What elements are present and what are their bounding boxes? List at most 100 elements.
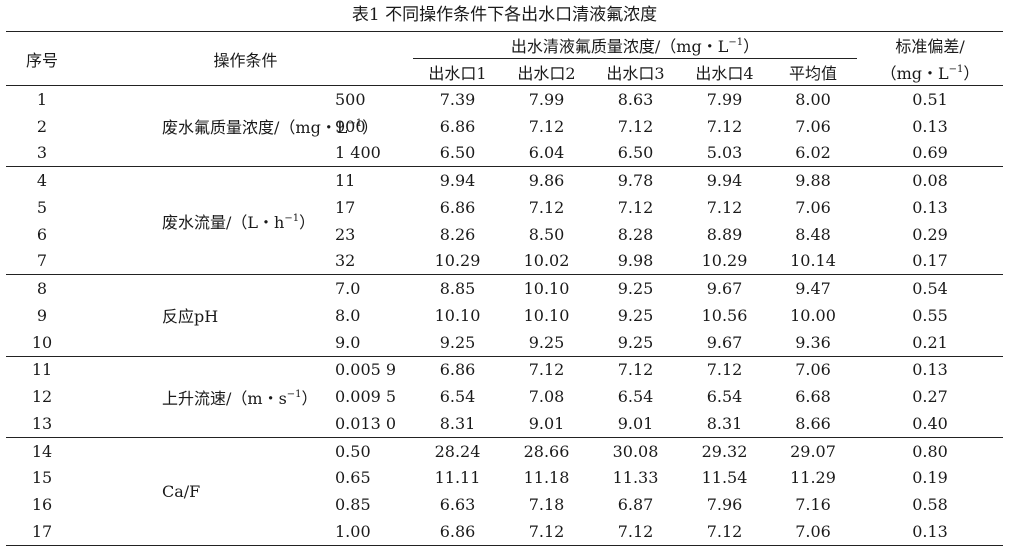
table-row: 2 900 6.86 7.12 7.12 7.12 7.06 0.13: [6, 113, 1003, 140]
fluoride-concentration-table: 序号 操作条件 出水清液氟质量浓度/（mg・L−1） 标准偏差/ 出水口1 出水…: [6, 31, 1004, 546]
outlet-value: 7.12: [617, 116, 654, 136]
average-value: 7.06: [795, 116, 831, 136]
outlet-value: 11.18: [523, 468, 570, 488]
average-value: 9.47: [795, 279, 831, 299]
outlet-value: 28.66: [523, 441, 570, 461]
condition-value: 9.0: [331, 328, 414, 357]
outlet-value: 7.12: [680, 518, 770, 546]
outlet-value: 9.01: [502, 410, 592, 438]
condition-value: 23: [335, 224, 356, 244]
table-row: 15 0.65 11.11 11.18 11.33 11.54 11.29 0.19: [6, 465, 1003, 492]
condition-value: 17: [335, 197, 356, 217]
condition-value: 11: [335, 171, 356, 191]
condition-value: 1.00: [331, 518, 414, 546]
std-dev-value: 0.54: [912, 279, 948, 299]
average-value: 7.06: [795, 360, 831, 380]
outlet-value: 8.85: [439, 279, 476, 299]
std-dev-value: 0.13: [912, 360, 948, 380]
row-index: 3: [6, 139, 78, 168]
condition-value: 7.0: [335, 279, 361, 299]
outlet-value: 7.12: [706, 116, 743, 136]
outlet-value: 11.11: [434, 468, 481, 488]
header-outlet-group-sup: −1: [728, 37, 744, 48]
condition-value: 0.85: [335, 495, 371, 515]
average-value: 8.66: [769, 410, 858, 438]
outlet-value: 6.86: [439, 360, 476, 380]
condition-label: 反应pH: [162, 307, 219, 327]
row-index: 13: [6, 410, 78, 438]
outlet-value: 8.89: [706, 224, 743, 244]
outlet-value: 10.29: [413, 247, 503, 276]
outlet-value: 6.54: [617, 387, 654, 407]
outlet-value: 6.54: [706, 387, 743, 407]
std-dev-value: 0.29: [912, 224, 948, 244]
outlet-value: 8.26: [439, 224, 476, 244]
condition-value: 8.0: [335, 305, 361, 325]
std-dev-value: 0.51: [912, 89, 948, 109]
outlet-value: 7.99: [706, 89, 743, 109]
header-outlet-group: 出水清液氟质量浓度/（mg・L−1）: [413, 31, 858, 59]
condition-value: 0.005 9: [335, 360, 397, 380]
condition-label: Ca/F: [162, 481, 201, 501]
outlet-value: 6.86: [413, 518, 503, 546]
row-index: 10: [6, 328, 78, 357]
table-row: 16 0.85 6.63 7.18 6.87 7.96 7.16 0.58: [6, 491, 1003, 518]
outlet-value: 6.50: [591, 139, 681, 168]
table-row: 17 1.00 6.86 7.12 7.12 7.12 7.06 0.13: [6, 518, 1004, 546]
table-row: 5 17 6.86 7.12 7.12 7.12 7.06 0.13: [6, 194, 1003, 221]
outlet-value: 7.12: [528, 116, 565, 136]
table-caption: 表1 不同操作条件下各出水口清液氟浓度: [351, 5, 658, 25]
outlet-value: 7.39: [439, 89, 476, 109]
average-value: 8.48: [795, 224, 831, 244]
condition-unit-sup: −1: [347, 118, 363, 130]
outlet-value: 9.01: [591, 410, 681, 438]
outlet-value: 6.86: [439, 197, 476, 217]
outlet-value: 7.96: [706, 495, 743, 515]
table-row: 1 废水氟质量浓度/（mg・L−1） 500 7.39 7.99 8.63 7.99 8.00…: [6, 85, 1003, 168]
outlet-value: 6.86: [439, 116, 476, 136]
outlet-value: 11.54: [701, 468, 748, 488]
table-row: 4 废水流量/（L・h−1） 11 9.94 9.86 9.78 9.94 9.88 0.08: [6, 166, 1003, 276]
std-dev-value: 0.27: [912, 387, 948, 407]
condition-label-close: ）: [299, 212, 316, 232]
table-row: 12 0.009 5 6.54 7.08 6.54 6.54 6.68 0.27: [6, 383, 1003, 410]
condition-name: 废水氟质量浓度/（mg・L−1）: [78, 85, 378, 168]
std-dev-value: 0.08: [912, 171, 948, 191]
condition-name: 上升流速/（m・s−1）: [78, 356, 331, 438]
row-index: 9: [36, 305, 48, 325]
std-dev-value: 0.13: [912, 197, 948, 217]
row-index: 14: [31, 441, 53, 461]
outlet-value: 10.29: [680, 247, 770, 276]
outlet-value: 7.18: [528, 495, 565, 515]
std-dev-value: 0.80: [912, 441, 948, 461]
average-value: 7.16: [795, 495, 831, 515]
table-row: 7 32 10.29 10.02 9.98 10.29 10.14 0.17: [6, 247, 1004, 276]
outlet-value: 28.24: [434, 441, 481, 461]
outlet-value: 9.25: [413, 328, 503, 357]
condition-name: 反应pH: [78, 274, 331, 357]
condition-label: 废水流量/（L・h: [162, 212, 285, 232]
outlet-value: 6.63: [439, 495, 476, 515]
average-value: 6.68: [795, 387, 831, 407]
outlet-value: 7.12: [706, 360, 743, 380]
average-value: 7.06: [795, 197, 831, 217]
row-index: 7: [6, 247, 78, 276]
outlet-value: 8.50: [528, 224, 565, 244]
condition-label-close: ）: [301, 388, 318, 408]
average-value: 11.29: [790, 468, 836, 488]
average-value: 10.00: [790, 305, 836, 325]
outlet-value: 7.12: [591, 518, 681, 546]
outlet-value: 6.54: [439, 387, 476, 407]
condition-value: 1 400: [331, 139, 414, 168]
outlet-value: 8.28: [617, 224, 654, 244]
outlet-value: 10.10: [434, 305, 481, 325]
outlet-value: 7.12: [617, 360, 654, 380]
condition-value: 0.013 0: [331, 410, 414, 438]
std-dev-value: 0.19: [912, 468, 948, 488]
row-index: 15: [31, 468, 53, 488]
table-row: 10 9.0 9.25 9.25 9.25 9.67 9.36 0.21: [6, 328, 1004, 357]
outlet-value: 9.25: [617, 279, 654, 299]
outlet-value: 11.33: [612, 468, 659, 488]
header-std-sup: −1: [948, 63, 964, 75]
header-std-unit: （mg・L: [880, 63, 949, 83]
